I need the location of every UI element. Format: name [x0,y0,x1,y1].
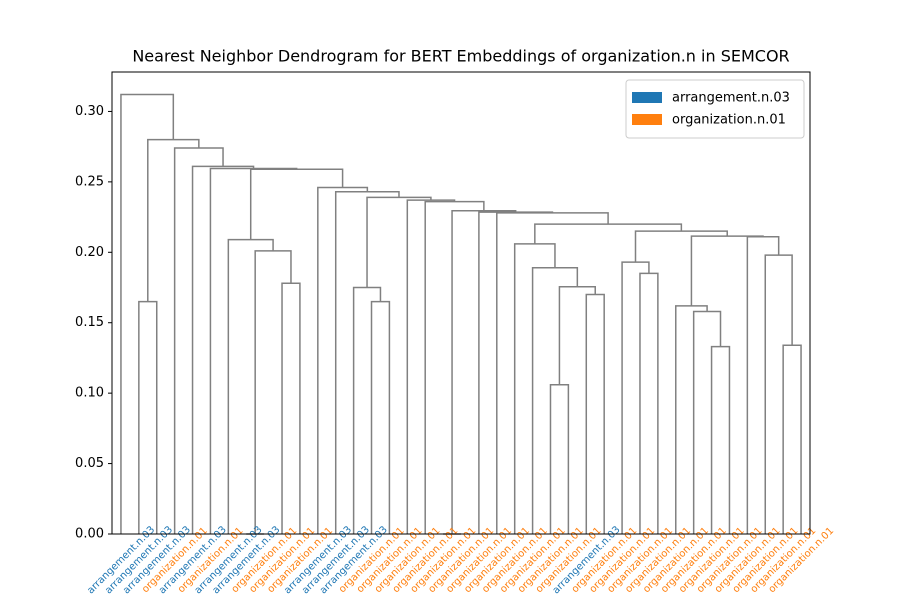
link [531,267,579,534]
link [690,235,764,306]
y-tick-label: 0.05 [75,456,104,471]
y-tick-label: 0.15 [75,315,104,330]
legend-swatch [632,114,662,125]
link [746,236,780,534]
y-tick-label: 0.00 [75,527,104,542]
plot-frame [111,71,811,535]
y-tick-label: 0.30 [75,104,104,119]
link [191,165,255,534]
link [209,167,298,534]
link [634,230,728,263]
link [120,93,175,534]
link [227,238,274,534]
link [639,272,659,534]
chart-title: Nearest Neighbor Dendrogram for BERT Emb… [132,47,789,66]
link [496,212,609,534]
link [173,147,224,534]
link [147,138,200,302]
link [585,293,605,534]
legend-label: organization.n.01 [672,113,786,128]
y-tick-label: 0.20 [75,245,104,260]
legend-swatch [632,92,662,103]
legend-box [625,79,805,139]
link [534,223,683,244]
link [451,209,517,534]
link [406,199,456,534]
link [334,190,400,534]
link [764,254,793,534]
y-tick-label: 0.25 [75,174,104,189]
y-tick-label: 0.10 [75,386,104,401]
legend-label: arrangement.n.03 [672,91,790,106]
link [710,345,731,534]
link [558,286,596,385]
link [366,196,432,288]
